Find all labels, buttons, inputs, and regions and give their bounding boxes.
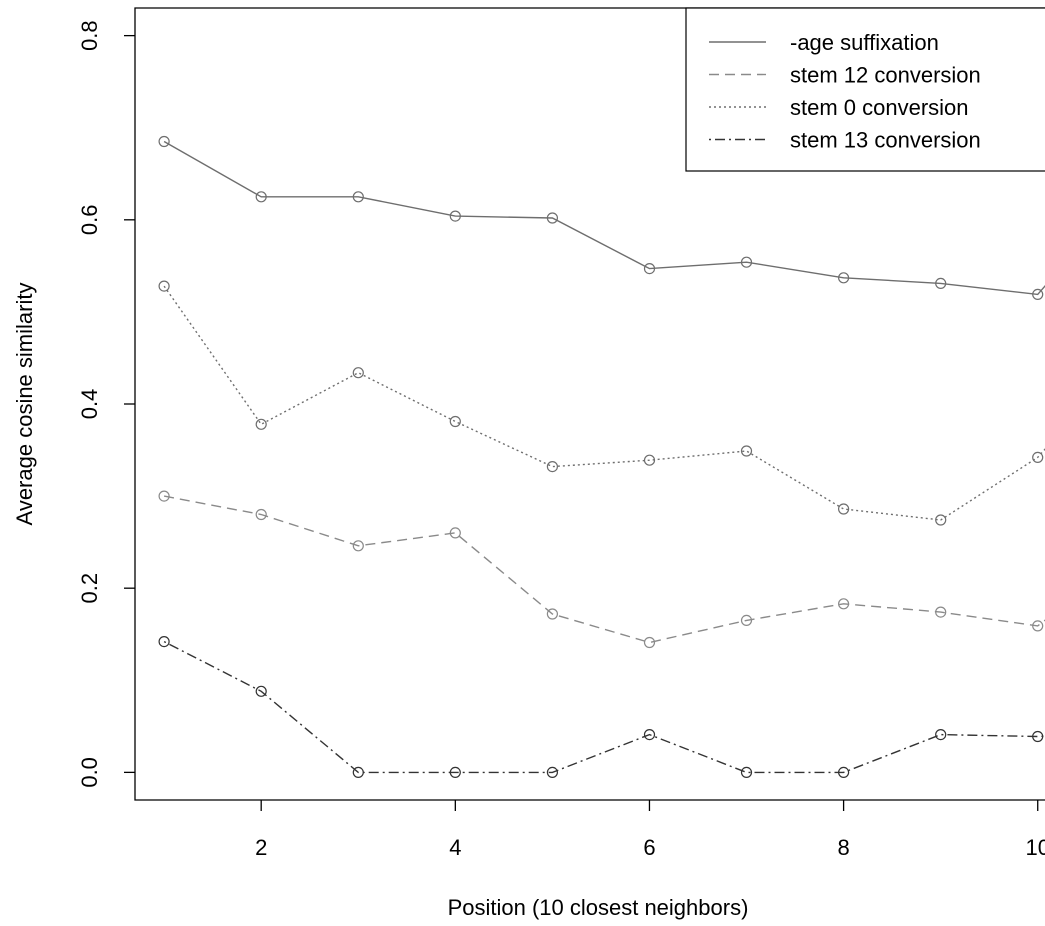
data-point xyxy=(158,635,170,648)
data-point xyxy=(643,636,656,649)
y-tick-label: 0.4 xyxy=(77,389,102,420)
data-point xyxy=(1032,288,1044,300)
series-line-3 xyxy=(163,285,1045,521)
legend-label-3: stem 0 conversion xyxy=(790,95,969,120)
data-point xyxy=(255,685,267,697)
series-layer xyxy=(163,140,1045,774)
x-tick-label: 10 xyxy=(1025,835,1045,860)
data-point xyxy=(546,461,559,473)
data-point xyxy=(1032,620,1044,632)
data-point xyxy=(837,766,850,779)
series-line-1 xyxy=(163,140,1045,296)
legend-label-2: stem 12 conversion xyxy=(790,63,981,88)
legend-label-4: stem 13 conversion xyxy=(790,128,981,153)
data-point xyxy=(1032,451,1044,463)
data-point xyxy=(837,272,850,284)
data-point xyxy=(449,210,461,222)
data-point xyxy=(352,191,364,203)
data-point xyxy=(352,540,364,552)
data-point xyxy=(255,508,267,521)
data-point xyxy=(352,367,364,379)
data-point xyxy=(740,614,753,627)
data-point xyxy=(643,454,656,466)
data-point xyxy=(449,527,461,539)
y-tick-label: 0.2 xyxy=(77,573,102,604)
data-point xyxy=(643,728,656,741)
y-tick-label: 0.8 xyxy=(77,20,102,51)
data-point xyxy=(546,766,559,779)
data-point xyxy=(935,277,947,289)
data-point xyxy=(449,415,461,428)
data-point xyxy=(255,191,267,203)
data-point xyxy=(837,598,850,610)
series-line-4 xyxy=(163,640,1045,774)
x-tick-label: 6 xyxy=(643,835,655,860)
data-point xyxy=(352,766,364,779)
series-line-2 xyxy=(163,495,1045,644)
x-tick-label: 2 xyxy=(255,835,267,860)
y-tick-label: 0.0 xyxy=(77,757,102,788)
data-point xyxy=(935,606,947,618)
data-point xyxy=(158,135,170,148)
data-point xyxy=(158,490,170,502)
x-axis-title: Position (10 closest neighbors) xyxy=(448,895,749,920)
data-point xyxy=(837,503,850,515)
data-point xyxy=(1032,730,1044,743)
legend-label-1: -age suffixation xyxy=(790,30,939,55)
data-point xyxy=(449,766,461,779)
y-tick-label: 0.6 xyxy=(77,205,102,236)
axes-layer: 2 4 6 8 10 0.0 0.2 0.4 0.6 0.8 Position (10 closes… xyxy=(12,7,1045,920)
data-point xyxy=(935,514,947,526)
data-point xyxy=(740,256,753,268)
data-point xyxy=(740,766,753,779)
y-axis-title: Average cosine similarity xyxy=(12,283,37,526)
data-point xyxy=(255,418,267,430)
x-tick-label: 4 xyxy=(449,835,461,860)
data-point xyxy=(546,608,559,620)
legend: -age suffixation stem 12 conversion stem 0… xyxy=(685,7,1045,172)
point-layer xyxy=(158,135,1044,779)
data-point xyxy=(643,263,656,275)
data-point xyxy=(546,212,559,224)
legend-box xyxy=(685,7,1045,172)
x-tick-label: 8 xyxy=(837,835,849,860)
data-point xyxy=(935,728,947,741)
data-point xyxy=(740,445,753,457)
data-point xyxy=(158,280,170,292)
